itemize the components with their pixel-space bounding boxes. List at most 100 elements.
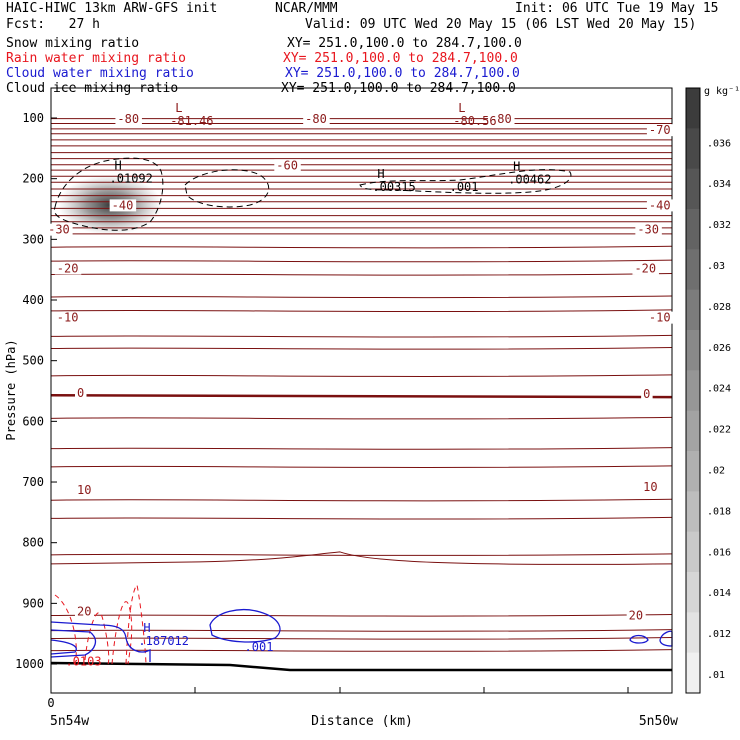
rain-water-contour: [54, 594, 77, 665]
colorbar-swatch: [686, 88, 700, 129]
colorbar-tick-label: .01: [707, 670, 725, 681]
temperature-label-bg: [74, 605, 94, 618]
colorbar-swatch: [686, 128, 700, 170]
colorbar-tick-label: .02: [707, 466, 725, 477]
field-label-snow: Snow mixing ratio: [6, 36, 140, 51]
x-start-location-label: 5n54w: [50, 714, 89, 729]
temperature-contour-label: -40: [112, 198, 134, 212]
colorbar-tick-label: .028: [707, 302, 731, 313]
extremum-marker: H: [143, 621, 150, 635]
cloud-water-contour: [659, 630, 673, 647]
temperature-contour-label: 0: [643, 387, 650, 401]
field-label-rain: Rain water mixing ratio: [6, 51, 187, 66]
temperature-label-bg: [115, 113, 142, 126]
colorbar-tick-label: .034: [707, 179, 731, 190]
cloud-water-contour: [629, 634, 649, 644]
rain-water-contour: [111, 601, 133, 665]
valid-time: Valid: 09 UTC Wed 20 May 15 (06 LST Wed …: [305, 17, 697, 32]
cloud-ice-contour: [53, 157, 164, 231]
extremum-marker: H: [513, 160, 520, 174]
temperature-contour-line: [50, 273, 673, 276]
cloud-ice-contour: [359, 169, 572, 194]
plot-frame: [50, 87, 673, 694]
temperature-label-bg: [74, 483, 94, 496]
temperature-contour-line: [50, 498, 673, 502]
colorbar-swatch: [686, 531, 700, 573]
extremum-value: -80.56: [453, 114, 496, 128]
temperature-label-bg: [46, 223, 73, 236]
colorbar: g kg⁻¹ .01 .012 .014 .016 .018 .02 .022 .024 .026…: [685, 86, 740, 694]
temperature-label-bg: [635, 223, 662, 236]
temperature-label-bg: [54, 262, 82, 275]
temperature-label-bg: [646, 311, 674, 324]
colorbar-frame: [685, 87, 701, 694]
cloud-water-contour: [50, 621, 151, 662]
colorbar-tick-label: .036: [707, 138, 731, 149]
temperature-contour-line: [50, 465, 673, 468]
rain-water-contour: [84, 612, 110, 665]
temperature-contour-label: -10: [649, 311, 671, 325]
temperature-label-bg: [109, 199, 137, 212]
y-tick-label: 300: [22, 232, 44, 246]
temperature-label-bg: [641, 480, 661, 493]
mixing-ratio-contour-label: .001: [245, 640, 274, 654]
colorbar-tick-label: .012: [707, 629, 731, 640]
y-tick-label: 800: [22, 536, 44, 550]
cloud-ice-contours: [53, 157, 572, 231]
temperature-contour-line: [50, 637, 673, 640]
extremum-marker: L: [458, 101, 465, 115]
temperature-contour-label: 20: [629, 609, 643, 623]
temperature-contour-label: -40: [649, 198, 671, 212]
cloud-water-contour: [209, 609, 281, 643]
colorbar-swatch: [686, 289, 700, 331]
temperature-contour-line: [50, 649, 673, 652]
temperature-contour-label: -10: [57, 311, 79, 325]
x-tick-label: 0: [47, 696, 54, 710]
temperature-contour-line: [50, 416, 673, 420]
field-xy-snow: XY= 251.0,100.0 to 284.7,100.0: [287, 36, 522, 51]
cloud-water-contour: [50, 639, 77, 655]
org-label: NCAR/MMM: [275, 1, 338, 16]
temperature-contour-line: [50, 245, 673, 249]
temperature-contour-line: [50, 347, 673, 350]
temperature-contour-label: -30: [637, 223, 659, 237]
colorbar-swatch: [686, 410, 700, 452]
temperature-contour-label: -80: [117, 112, 139, 126]
x-axis-label: Distance (km): [311, 714, 413, 729]
colorbar-tick-label: .032: [707, 220, 731, 231]
y-tick-label: 500: [22, 354, 44, 368]
y-tick-label: 900: [22, 596, 44, 610]
temperature-contour-line: [50, 629, 673, 632]
temperature-label-bg: [488, 113, 515, 126]
extremum-value: -81.46: [170, 114, 213, 128]
temperature-contour-line: [50, 551, 673, 565]
temperature-label-bg: [632, 262, 659, 275]
temperature-contour-line: [50, 259, 673, 263]
temperature-contours: [50, 118, 673, 652]
colorbar-swatch: [686, 330, 700, 371]
temperature-contour-line: [50, 613, 673, 617]
temperature-contour-label: 20: [77, 604, 91, 618]
colorbar-swatch: [686, 451, 700, 492]
temperature-label-bg: [303, 113, 330, 126]
field-label-cloud-water: Cloud water mixing ratio: [6, 66, 194, 81]
temperature-contour-label: -20: [634, 261, 656, 275]
surface-terrain-line: [50, 661, 672, 672]
field-xy-rain: XY= 251.0,100.0 to 284.7,100.0: [283, 51, 518, 66]
x-end-location-label: 5n50w: [639, 714, 678, 729]
cloud-water-contour: [50, 629, 97, 658]
temperature-contour-line: [50, 334, 673, 338]
model-title: HAIC-HIWC 13km ARW-GFS init: [6, 1, 218, 16]
temperature-contour-line: [50, 447, 673, 450]
temperature-contour-label: -80: [305, 112, 327, 126]
temperature-contour-label: 10: [77, 483, 91, 497]
y-tick-label: 400: [22, 293, 44, 307]
colorbar-swatch: [686, 491, 700, 533]
extremum-marker: H: [115, 158, 122, 172]
y-tick-label: 100: [22, 111, 44, 125]
temperature-label-bg: [54, 311, 82, 324]
extremum-marker: L: [175, 101, 182, 115]
field-xy-cloud-water: XY= 251.0,100.0 to 284.7,100.0: [285, 66, 520, 81]
